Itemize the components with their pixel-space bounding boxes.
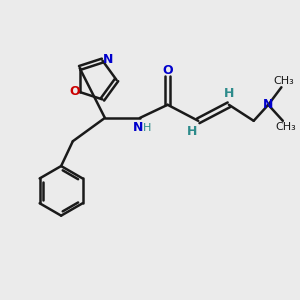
Text: H: H [224,87,234,100]
Text: CH₃: CH₃ [273,76,294,86]
Text: O: O [162,64,173,77]
Text: N: N [133,121,144,134]
Text: H: H [143,122,152,133]
Text: H: H [187,124,197,137]
Text: O: O [69,85,80,98]
Text: N: N [103,52,113,66]
Text: CH₃: CH₃ [275,122,296,132]
Text: N: N [263,98,274,111]
